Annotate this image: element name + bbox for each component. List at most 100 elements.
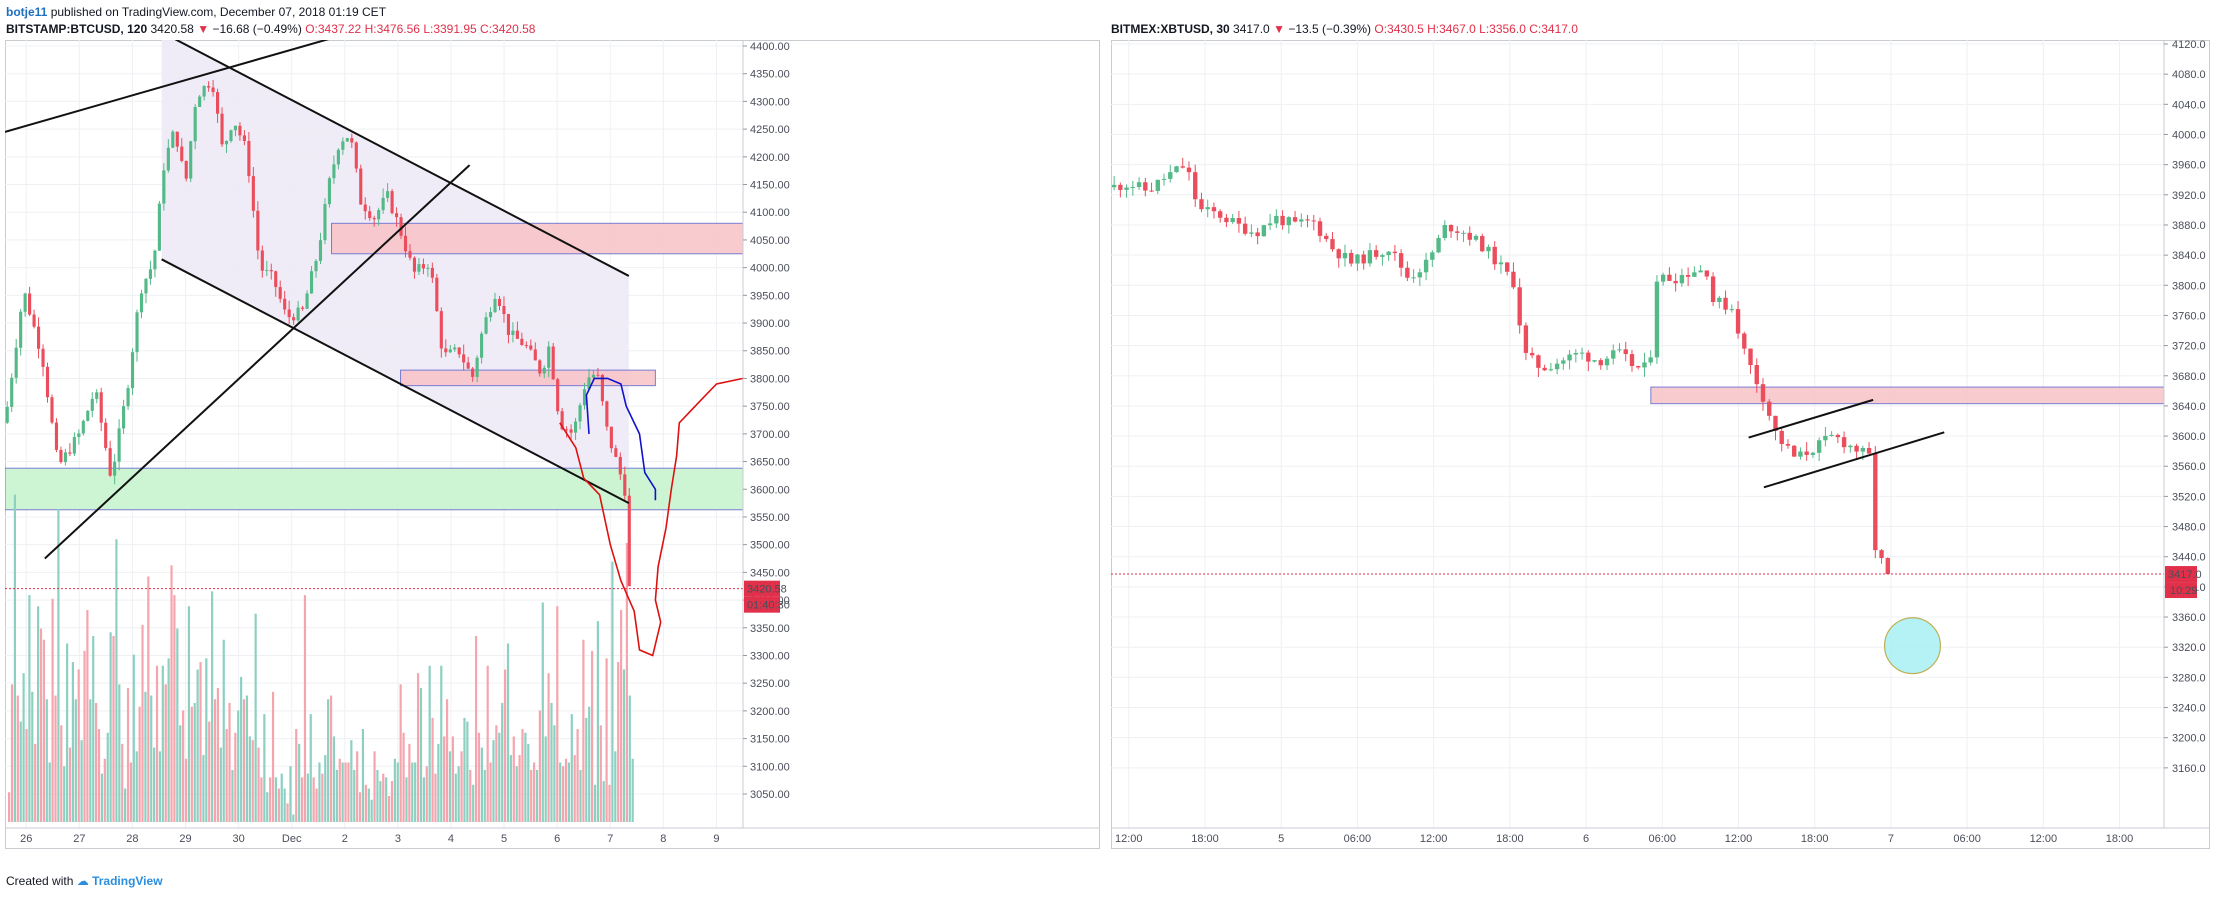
candle-body bbox=[1879, 550, 1884, 559]
volume-bar bbox=[335, 769, 338, 822]
candle-body bbox=[1561, 360, 1566, 364]
volume-bar bbox=[80, 740, 83, 822]
candle-body bbox=[148, 269, 153, 279]
candle-body bbox=[493, 298, 497, 313]
volume-bar bbox=[92, 636, 95, 822]
volume-bar bbox=[405, 777, 408, 822]
right-price-badge bbox=[2165, 566, 2197, 583]
volume-bar bbox=[341, 762, 344, 822]
right-y-tick-label: 3320.0 bbox=[2172, 642, 2206, 654]
candle-body bbox=[359, 168, 363, 205]
candle-body bbox=[86, 410, 90, 421]
right-symbol[interactable]: BITMEX:XBTUSD, 30 bbox=[1111, 22, 1230, 36]
volume-bar bbox=[77, 669, 80, 822]
tradingview-brand[interactable]: TradingView bbox=[92, 874, 163, 888]
candle-body bbox=[1111, 184, 1117, 188]
candle-body bbox=[1629, 354, 1635, 367]
left-y-tick-label: 3850.00 bbox=[750, 346, 790, 358]
candle-body bbox=[1717, 297, 1722, 302]
right-y-tick-label: 4120.0 bbox=[2172, 40, 2206, 51]
right-y-tick-label: 3720.0 bbox=[2172, 341, 2206, 353]
btcusd-chart[interactable]: 3050.00 3100.00 3150.00 3200.00 3250.00 3300.… bbox=[5, 40, 1105, 866]
volume-bar bbox=[132, 654, 135, 822]
candle-body bbox=[144, 278, 148, 294]
volume-bar bbox=[617, 662, 620, 822]
volume-bar bbox=[416, 673, 420, 822]
candle-body bbox=[1754, 365, 1759, 385]
candle-body bbox=[1249, 232, 1254, 234]
volume-bar bbox=[292, 814, 295, 822]
candle-body bbox=[305, 293, 309, 309]
volume-bar bbox=[25, 729, 28, 822]
candle-body bbox=[332, 164, 336, 179]
left-y-tick-label: 3600.00 bbox=[750, 484, 790, 496]
volume-bar bbox=[182, 710, 185, 822]
left-y-tick-label: 3750.00 bbox=[750, 401, 790, 413]
candle-body bbox=[1654, 281, 1660, 358]
publisher-credit: botje11 published on TradingView.com, De… bbox=[6, 5, 386, 19]
candle-body bbox=[1448, 225, 1454, 232]
candle-body bbox=[462, 354, 466, 363]
candle-body bbox=[1854, 445, 1859, 452]
candle-body bbox=[511, 330, 515, 335]
candle-body bbox=[560, 411, 564, 430]
left-y-tick-label: 4000.00 bbox=[750, 263, 790, 275]
candle-body bbox=[104, 422, 108, 449]
volume-bar bbox=[109, 632, 112, 822]
candle-body bbox=[1392, 251, 1398, 254]
right-x-tick-label: 18:00 bbox=[2106, 833, 2134, 845]
candle-body bbox=[1573, 352, 1579, 355]
volume-bar bbox=[60, 725, 63, 822]
candle-body bbox=[457, 347, 461, 355]
trendline-2 bbox=[161, 258, 630, 504]
candle-body bbox=[1823, 435, 1828, 441]
volume-bar bbox=[274, 777, 278, 822]
right-x-tick-label: 12:00 bbox=[1725, 833, 1753, 845]
xbtusd-chart[interactable]: 3160.03200.03240.03280.03320.03360.03400… bbox=[1111, 40, 2211, 866]
volume-bar bbox=[228, 702, 231, 822]
left-open: O:3437.22 bbox=[305, 22, 362, 36]
candle-body bbox=[408, 251, 412, 258]
candle-body bbox=[1810, 452, 1816, 455]
volume-bar bbox=[547, 673, 550, 822]
candle-body bbox=[117, 428, 121, 462]
volume-bar bbox=[266, 792, 269, 822]
candle-body bbox=[1174, 166, 1179, 173]
candle-body bbox=[19, 311, 23, 348]
candle-body bbox=[1492, 246, 1497, 265]
left-symbol[interactable]: BITSTAMP:BTCUSD, 120 bbox=[6, 22, 148, 36]
volume-bar bbox=[153, 747, 156, 822]
publisher-username[interactable]: botje11 bbox=[6, 5, 48, 19]
candle-body bbox=[1317, 221, 1323, 236]
volume-bar bbox=[469, 769, 472, 822]
candle-body bbox=[627, 495, 631, 587]
candle-body bbox=[1149, 190, 1154, 192]
candle-body bbox=[403, 235, 408, 252]
volume-bar bbox=[492, 740, 495, 822]
volume-bar bbox=[173, 595, 176, 822]
volume-bar bbox=[625, 543, 629, 822]
right-y-tick-label: 3600.0 bbox=[2172, 431, 2206, 443]
right-chart-legend: BITMEX:XBTUSD, 30 3417.0 ▼ −13.5 (−0.39%… bbox=[1111, 22, 1578, 36]
candle-body bbox=[265, 269, 269, 271]
volume-bar bbox=[260, 777, 263, 822]
volume-bar bbox=[141, 624, 144, 822]
candle-body bbox=[1136, 182, 1142, 187]
candle-body bbox=[596, 374, 600, 376]
candle-body bbox=[1242, 223, 1248, 234]
left-x-tick-label: 4 bbox=[448, 833, 454, 845]
volume-bar bbox=[324, 755, 327, 822]
volume-bar bbox=[329, 695, 333, 822]
candle-body bbox=[126, 388, 130, 407]
candle-body bbox=[292, 317, 296, 321]
candle-body bbox=[1411, 277, 1416, 279]
volume-bar bbox=[269, 777, 272, 822]
left-y-tick-label: 4300.00 bbox=[750, 96, 790, 108]
target-circle bbox=[1883, 617, 1942, 675]
right-x-tick-label: 18:00 bbox=[1191, 833, 1219, 845]
candle-body bbox=[1211, 207, 1217, 212]
volume-bar bbox=[237, 710, 240, 822]
candle-body bbox=[242, 135, 246, 142]
candle-body bbox=[1161, 178, 1167, 180]
candle-body bbox=[1355, 254, 1360, 264]
